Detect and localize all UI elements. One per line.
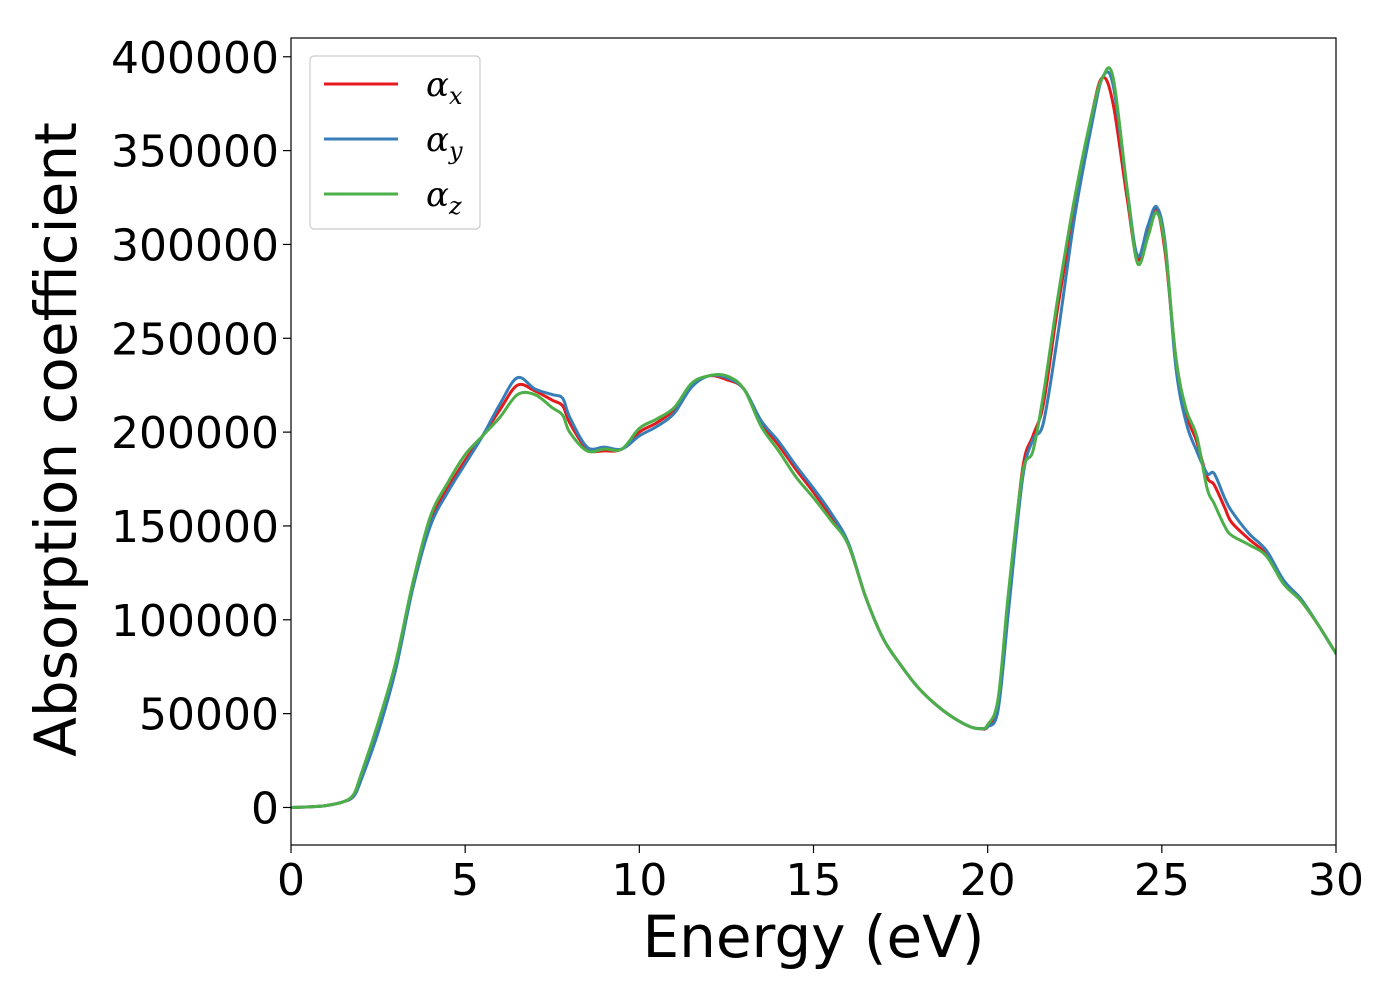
legend-label-y: αy bbox=[426, 120, 463, 165]
legend-box bbox=[309, 55, 481, 230]
x-axis-label: Energy (eV) bbox=[642, 903, 984, 971]
x-tick-label: 20 bbox=[960, 855, 1016, 906]
ticks-layer: 0 5 10 15 20 25 30 0 50000 100000 150000 200000 2500… bbox=[111, 33, 1364, 906]
legend-label-x: αx bbox=[426, 65, 463, 110]
y-axis-label: Absorption coefficient bbox=[22, 122, 90, 757]
x-tick-label: 5 bbox=[451, 855, 479, 906]
y-tick-label: 0 bbox=[251, 783, 279, 834]
x-tick-label: 10 bbox=[611, 855, 667, 906]
y-tick-label: 200000 bbox=[111, 408, 279, 459]
x-tick-label: 25 bbox=[1134, 855, 1190, 906]
x-tick-label: 0 bbox=[277, 855, 305, 906]
y-tick-label: 250000 bbox=[111, 314, 279, 365]
y-tick-label: 100000 bbox=[111, 596, 279, 647]
series-line-z bbox=[291, 66, 1336, 809]
y-tick-label: 300000 bbox=[111, 220, 279, 271]
legend: αx αy αz bbox=[309, 55, 481, 230]
x-tick-label: 30 bbox=[1308, 855, 1364, 906]
legend-label-z: αz bbox=[426, 175, 462, 220]
series-layer bbox=[291, 66, 1336, 809]
x-tick-label: 15 bbox=[786, 855, 842, 906]
y-tick-label: 350000 bbox=[111, 127, 279, 178]
y-tick-label: 50000 bbox=[139, 690, 279, 741]
y-tick-label: 150000 bbox=[111, 502, 279, 553]
y-tick-label: 400000 bbox=[111, 33, 279, 84]
